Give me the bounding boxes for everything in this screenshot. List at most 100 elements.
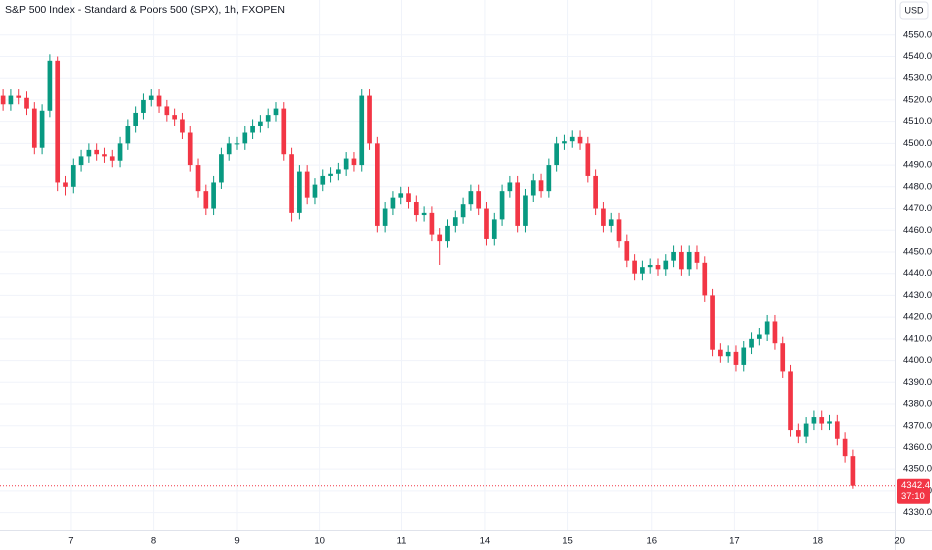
candle-body: [834, 421, 840, 439]
y-tick-label: 4440.0: [903, 268, 932, 279]
candle-body: [507, 182, 513, 192]
candle-body: [640, 267, 645, 274]
candle-body: [429, 212, 435, 235]
y-tick-label: 4550.0: [903, 29, 932, 40]
candles: [0, 54, 895, 489]
x-tick-label: 10: [314, 536, 325, 547]
candle-body: [8, 95, 14, 105]
candle-body: [343, 158, 349, 170]
candle-body: [694, 251, 700, 263]
candle-body: [530, 180, 536, 196]
candle-body: [811, 417, 817, 424]
y-tick-label: 4450.0: [903, 246, 932, 257]
x-tick-label: 9: [234, 536, 239, 547]
y-tick-label: 4400.0: [903, 355, 932, 366]
x-tick-label: 14: [480, 536, 491, 547]
candle-body: [749, 338, 754, 348]
candle-body: [421, 212, 427, 216]
y-tick-label: 4540.0: [903, 51, 932, 62]
candle-body: [351, 158, 357, 166]
candle-body: [601, 208, 606, 226]
candle-body: [367, 95, 372, 144]
candle-body: [374, 143, 380, 226]
candle-body: [608, 219, 614, 226]
currency-button[interactable]: [899, 1, 929, 20]
candle-body: [312, 184, 318, 198]
candle-body: [0, 95, 6, 105]
candle-body: [24, 97, 29, 109]
candle-body: [47, 60, 53, 111]
candle-body: [172, 115, 177, 120]
candle-body: [211, 182, 216, 209]
candle-body: [491, 219, 497, 239]
candle-body: [616, 219, 622, 242]
candle-body: [328, 173, 333, 176]
y-tick-label: 4390.0: [903, 377, 932, 388]
last-price-label: 4342.4: [901, 480, 930, 491]
y-tick-label: 4420.0: [903, 312, 932, 323]
candle-body: [148, 95, 154, 100]
candle-body: [538, 180, 544, 192]
x-tick-label: 8: [151, 536, 156, 547]
candle-body: [234, 143, 240, 145]
candle-body: [562, 141, 567, 144]
candle-body: [39, 110, 45, 148]
candle-body: [546, 165, 552, 192]
candle-body: [460, 204, 466, 218]
candle-body: [289, 154, 294, 213]
currency-label[interactable]: USD: [904, 5, 924, 15]
candle-body: [445, 225, 450, 242]
candle-body: [437, 234, 443, 242]
candle-body: [336, 169, 341, 174]
candle-body: [258, 121, 263, 126]
candle-body: [304, 171, 310, 198]
candle-body: [624, 241, 630, 261]
candle-body: [187, 132, 193, 166]
candle-body: [632, 260, 637, 274]
candle-body: [164, 106, 170, 116]
candle-body: [515, 182, 521, 226]
candle-body: [406, 193, 411, 203]
candle-body: [70, 165, 76, 187]
candle-body: [94, 149, 100, 155]
y-tick-label: 4360.0: [903, 442, 932, 453]
x-tick-label: 15: [562, 536, 573, 547]
candle-body: [850, 456, 856, 486]
candle-body: [55, 60, 61, 183]
y-tick-label: 4330.0: [903, 507, 932, 518]
candle-body: [819, 417, 825, 424]
candle-body: [382, 208, 388, 226]
y-tick-label: 4430.0: [903, 290, 932, 301]
x-tick-label: 7: [68, 536, 73, 547]
candle-body: [671, 251, 676, 261]
x-tick-label: 17: [729, 536, 740, 547]
candle-body: [569, 136, 575, 142]
candle-body: [468, 191, 474, 205]
y-tick-label: 4410.0: [903, 333, 932, 344]
candle-body: [242, 132, 248, 144]
y-tick-label: 4480.0: [903, 181, 932, 192]
candle-body: [679, 251, 684, 270]
candle-body: [772, 321, 778, 344]
y-tick-label: 4470.0: [903, 203, 932, 214]
candle-body: [476, 191, 482, 209]
candle-body: [359, 95, 365, 166]
grid: [0, 0, 895, 530]
candle-body: [757, 334, 762, 339]
candle-body: [109, 156, 115, 161]
y-tick-label: 4370.0: [903, 420, 932, 431]
x-tick-label: 16: [646, 536, 657, 547]
candle-body: [78, 156, 84, 166]
candle-body: [250, 125, 255, 133]
candle-body: [102, 154, 107, 157]
candle-body: [63, 182, 68, 187]
candle-body: [484, 208, 489, 239]
candle-body: [398, 193, 404, 198]
x-tick-label: 20: [894, 536, 905, 547]
candle-body: [156, 95, 162, 107]
y-tick-label: 4490.0: [903, 160, 932, 171]
candle-body: [16, 95, 22, 98]
candle-body: [733, 351, 739, 365]
candle-body: [554, 143, 559, 166]
